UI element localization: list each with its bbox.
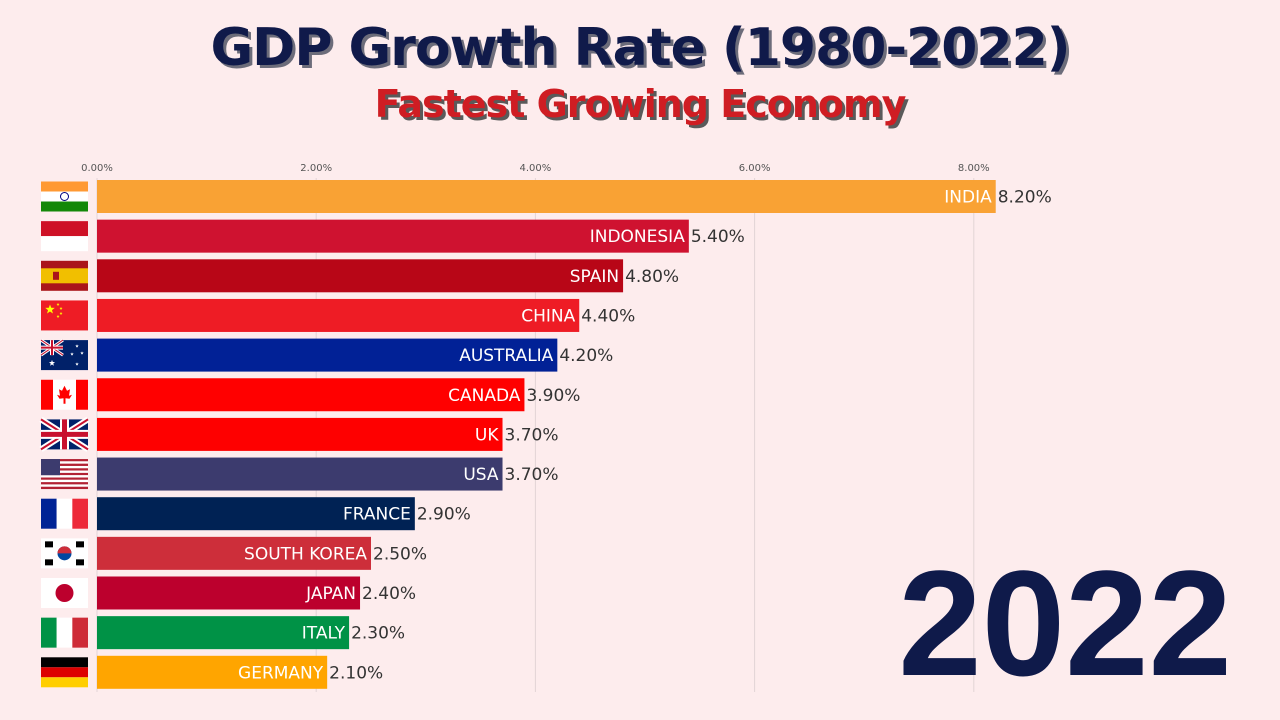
bar: [97, 655, 328, 689]
usa-flag-icon: [41, 459, 88, 490]
chart-title: GDP Growth Rate (1980-2022): [210, 18, 1070, 78]
bar: [97, 616, 350, 650]
uk-flag-icon: [39, 416, 90, 452]
bar-value-label: 2.50%: [373, 544, 427, 564]
bar: [97, 536, 371, 570]
bar-value-label: 2.10%: [329, 663, 383, 683]
chart-subtitle: Fastest Growing Economy: [374, 82, 907, 126]
bar-country-label: CANADA: [448, 386, 521, 406]
bar: [97, 576, 361, 610]
x-tick-label: 4.00%: [520, 163, 552, 174]
france-flag-icon: [41, 498, 88, 529]
x-tick-label: 8.00%: [958, 163, 990, 174]
bar-country-label: ITALY: [302, 624, 346, 644]
bar-value-label: 2.90%: [417, 505, 471, 525]
x-tick-label: 6.00%: [739, 163, 771, 174]
australia-flag-icon: [40, 338, 88, 371]
germany-flag-icon: [41, 657, 88, 688]
bar-value-label: 2.30%: [351, 624, 405, 644]
bar-value-label: 3.90%: [526, 386, 580, 406]
bar-value-label: 8.20%: [998, 188, 1052, 208]
bar-country-label: SPAIN: [570, 267, 619, 287]
bar-value-label: 4.20%: [559, 346, 613, 366]
bar-country-label: UK: [475, 425, 499, 445]
bar-value-label: 4.80%: [625, 267, 679, 287]
bar-value-label: 2.40%: [362, 584, 416, 604]
bar: [97, 417, 503, 451]
bar-value-label: 4.40%: [581, 306, 635, 326]
bar: [97, 259, 624, 293]
year-label: 2022: [898, 539, 1232, 707]
bar: [97, 298, 580, 332]
south-korea-flag-icon: [41, 538, 88, 569]
bar: [97, 219, 689, 253]
x-tick-label: 2.00%: [300, 163, 332, 174]
bar-country-label: CHINA: [521, 306, 575, 326]
bar-country-label: FRANCE: [343, 505, 411, 525]
bar-value-label: 3.70%: [505, 465, 559, 485]
bar: [97, 180, 996, 213]
bar-country-label: USA: [463, 465, 499, 485]
bar: [97, 457, 503, 491]
bar-value-label: 5.40%: [691, 227, 745, 247]
bar-country-label: JAPAN: [305, 584, 356, 604]
spain-flag-icon: [41, 260, 88, 291]
bar-country-label: SOUTH KOREA: [244, 544, 367, 564]
india-flag-icon: [41, 181, 88, 212]
bar: [97, 338, 558, 372]
canada-flag-icon: [41, 379, 88, 410]
bar: [97, 378, 525, 412]
bar-country-label: GERMANY: [238, 663, 324, 683]
x-tick-label: 0.00%: [81, 163, 113, 174]
bar-country-label: AUSTRALIA: [459, 346, 553, 366]
indonesia-flag-icon: [41, 221, 88, 252]
bar: [97, 497, 415, 531]
bar-value-label: 3.70%: [505, 425, 559, 445]
italy-flag-icon: [41, 617, 88, 648]
china-flag-icon: [41, 300, 88, 331]
bar-country-label: INDIA: [944, 188, 992, 208]
japan-flag-icon: [41, 578, 88, 608]
bar-country-label: INDONESIA: [590, 227, 685, 247]
